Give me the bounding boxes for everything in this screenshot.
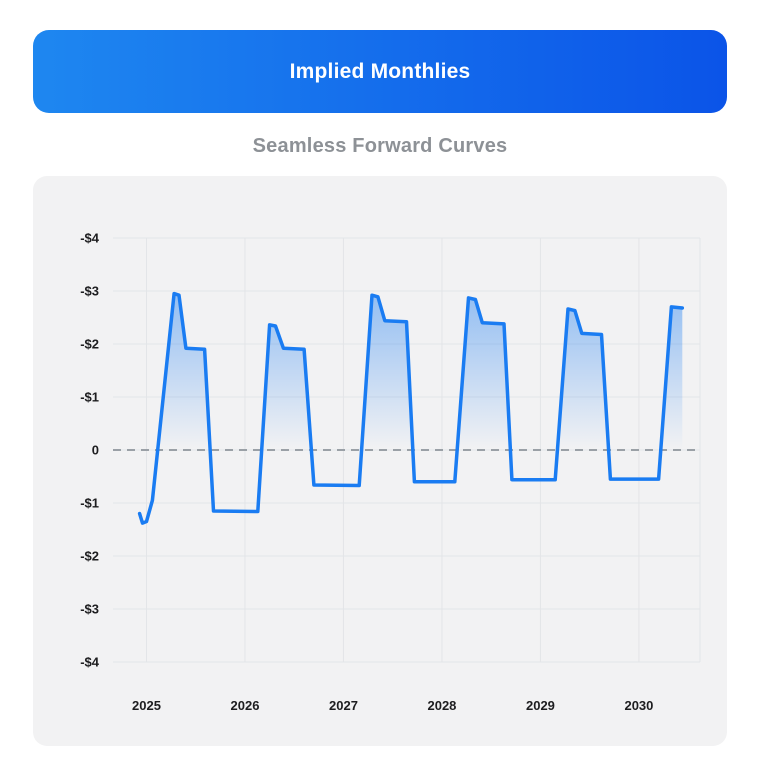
y-tick-label: -$3 [80,602,99,617]
y-tick-label: -$1 [80,390,99,405]
y-tick-label: 0 [92,443,99,458]
y-tick-label: -$3 [80,284,99,299]
chart-card: -$4 -$3 -$2 -$1 0 -$1 -$2 -$3 -$4 2025 2026 2027 202… [33,176,727,746]
area-fill [139,293,683,524]
forward-curve-line [137,291,685,525]
page-title: Implied Monthlies [289,59,471,83]
x-tick-label: 2025 [132,698,161,713]
y-tick-label: -$4 [80,655,100,670]
chart-subtitle: Seamless Forward Curves [252,135,508,157]
y-tick-label: -$2 [80,549,99,564]
forward-curves-chart: -$4 -$3 -$2 -$1 0 -$1 -$2 -$3 -$4 2025 2026 2027 202… [80,231,701,713]
x-tick-label: 2027 [329,698,358,713]
x-tick-label: 2030 [624,698,653,713]
x-tick-label: 2028 [427,698,456,713]
x-tick-label: 2029 [526,698,555,713]
y-tick-label: -$1 [80,496,99,511]
x-tick-label: 2026 [231,698,260,713]
y-tick-label: -$4 [80,231,100,246]
header-banner: Implied Monthlies [33,30,727,113]
y-tick-label: -$2 [80,337,99,352]
